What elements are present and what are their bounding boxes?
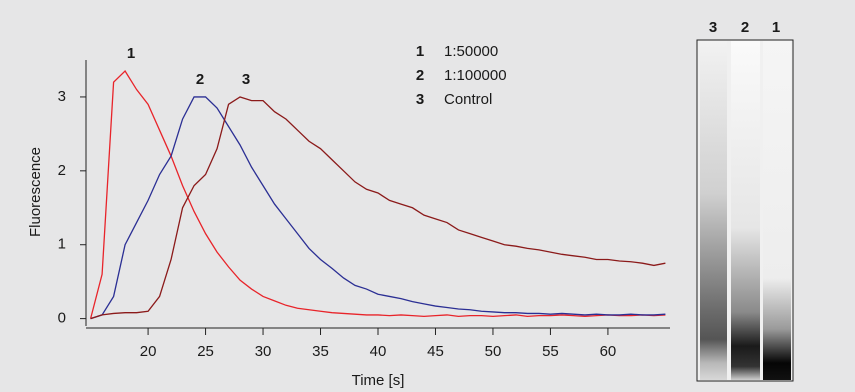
x-tick-label: 60 bbox=[600, 343, 617, 360]
legend-number: 1 bbox=[416, 43, 424, 60]
y-tick-label: 1 bbox=[58, 236, 66, 253]
y-tick-label: 0 bbox=[58, 310, 66, 327]
y-axis-label: Fluorescence bbox=[27, 147, 44, 237]
x-tick-label: 55 bbox=[542, 343, 559, 360]
data-line bbox=[91, 71, 666, 319]
chart: 3 2 1 Time [s] Fluorescence 012320253035… bbox=[0, 0, 855, 392]
x-tick-label: 20 bbox=[140, 343, 157, 360]
gel-lane bbox=[700, 41, 727, 380]
gel-lane bbox=[763, 41, 791, 380]
legend-label: 1:50000 bbox=[444, 43, 498, 60]
lane-label: 3 bbox=[709, 19, 717, 36]
x-tick-label: 25 bbox=[197, 343, 214, 360]
x-tick-label: 30 bbox=[255, 343, 272, 360]
peak-label: 1 bbox=[127, 45, 135, 62]
peak-label: 3 bbox=[242, 71, 250, 88]
x-tick-label: 50 bbox=[485, 343, 502, 360]
y-tick-label: 3 bbox=[58, 88, 66, 105]
data-line bbox=[91, 97, 666, 319]
peak-label: 2 bbox=[196, 71, 204, 88]
x-axis-label: Time [s] bbox=[352, 372, 405, 389]
lane-label: 2 bbox=[741, 19, 749, 36]
x-tick-label: 35 bbox=[312, 343, 329, 360]
legend-number: 3 bbox=[416, 91, 424, 108]
gel-lane bbox=[731, 41, 760, 380]
y-tick-label: 2 bbox=[58, 162, 66, 179]
legend-number: 2 bbox=[416, 67, 424, 84]
legend-label: Control bbox=[444, 91, 492, 108]
legend-label: 1:100000 bbox=[444, 67, 507, 84]
data-line bbox=[91, 97, 666, 319]
lane-label: 1 bbox=[772, 19, 780, 36]
x-tick-label: 40 bbox=[370, 343, 387, 360]
x-tick-label: 45 bbox=[427, 343, 444, 360]
